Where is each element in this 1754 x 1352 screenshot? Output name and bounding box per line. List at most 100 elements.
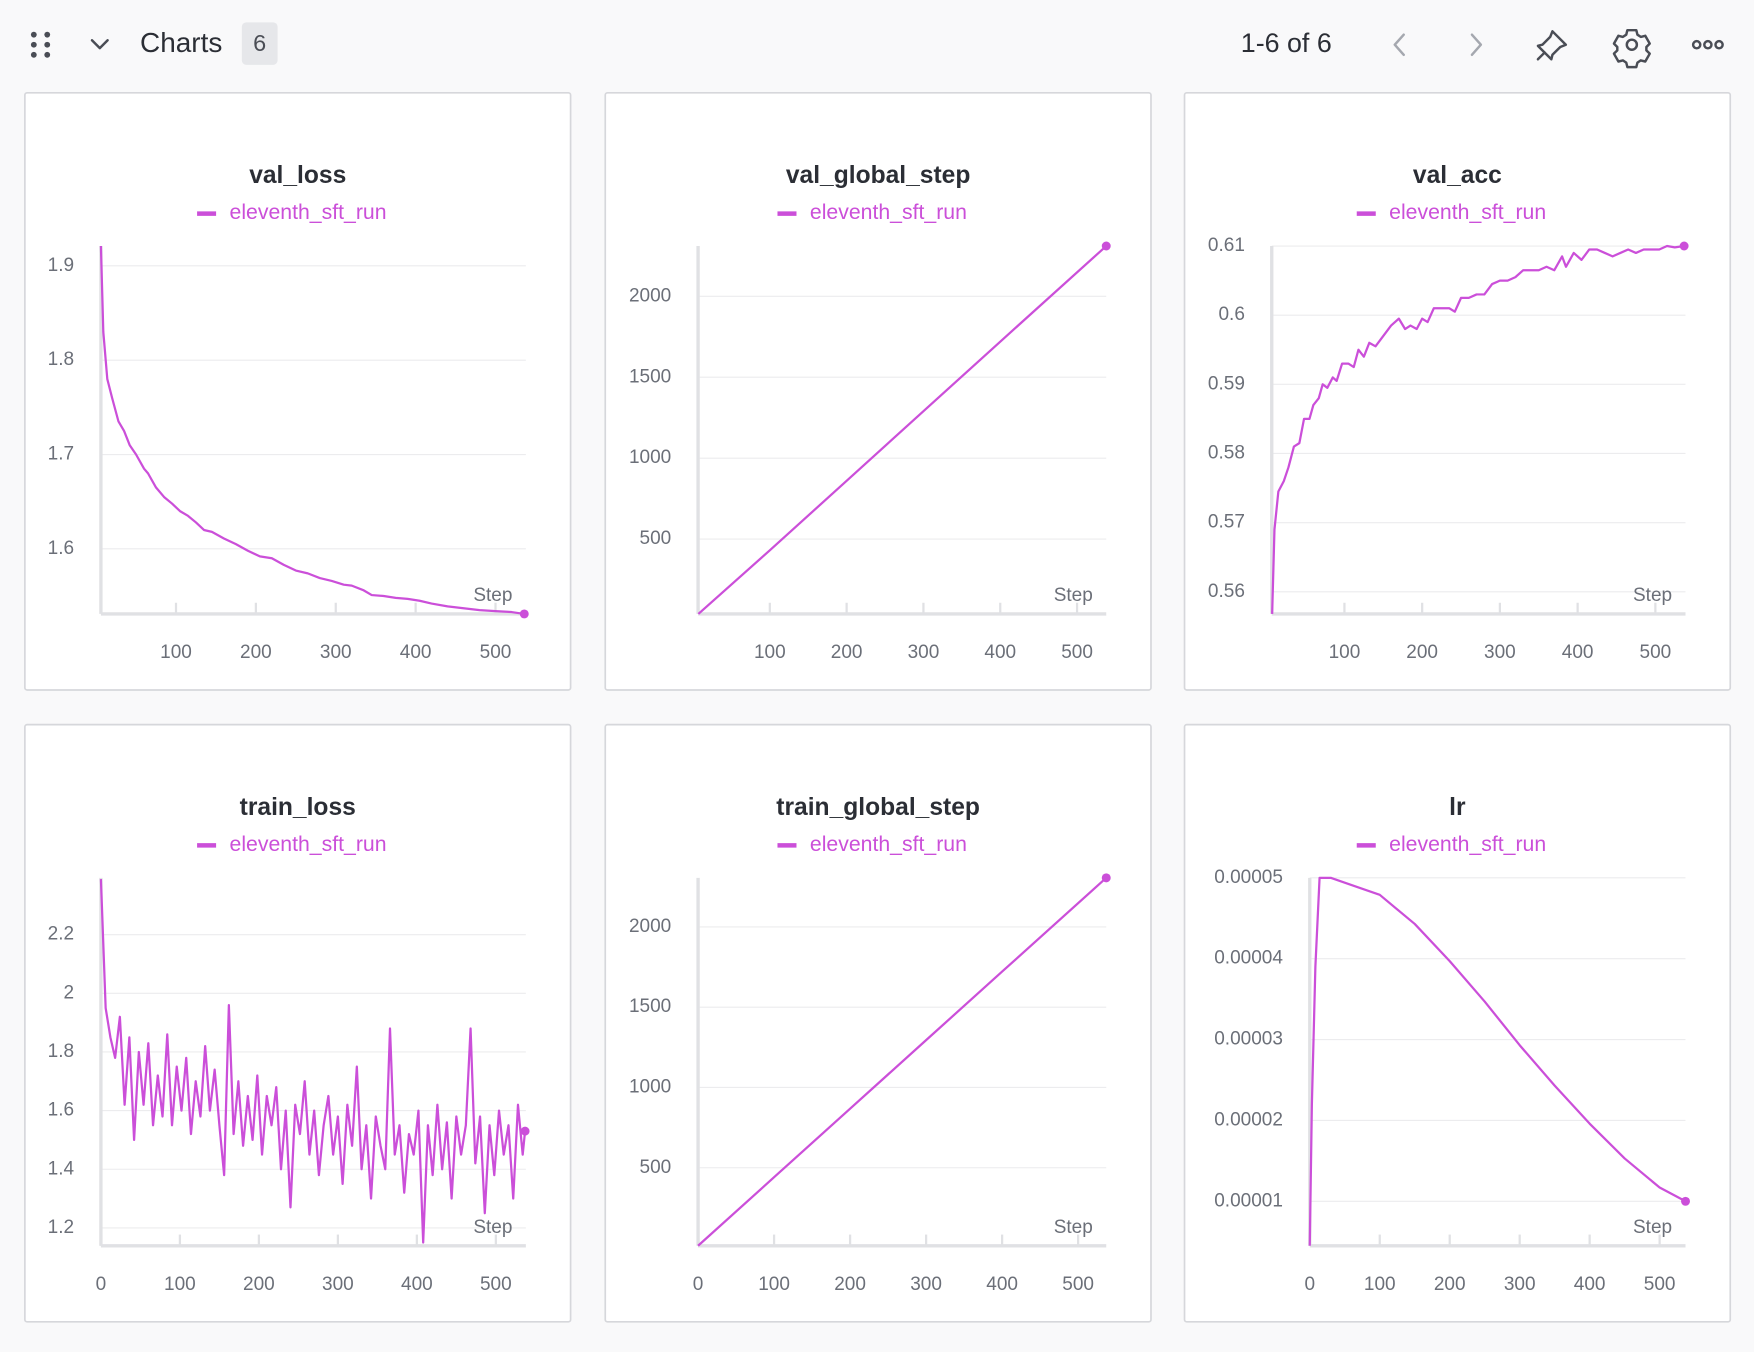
panel-frame <box>1183 723 1732 1323</box>
collapse-chevron[interactable] <box>90 39 109 50</box>
y-tick-label: 0.56 <box>1208 581 1245 602</box>
x-axis-label: Step <box>1633 1217 1672 1238</box>
x-tick-label: 0 <box>693 1274 704 1295</box>
panel-frame <box>604 91 1152 691</box>
x-tick-label: 100 <box>754 642 786 663</box>
y-tick-label: 1.8 <box>48 1041 74 1062</box>
legend-label: eleventh_sft_run <box>230 832 387 856</box>
x-tick-label: 300 <box>908 642 940 663</box>
y-tick-label: 2.2 <box>48 924 74 945</box>
y-tick-label: 1.7 <box>48 444 74 465</box>
legend-label: eleventh_sft_run <box>1389 832 1546 856</box>
x-tick-label: 200 <box>240 642 272 663</box>
series-line <box>1271 244 1685 614</box>
y-tick-label: 2000 <box>629 916 671 937</box>
x-tick-label: 200 <box>1406 642 1438 663</box>
x-tick-label: 100 <box>164 1274 196 1295</box>
legend-label: eleventh_sft_run <box>810 200 967 224</box>
end-point <box>520 1126 530 1136</box>
y-tick-label: 0.00005 <box>1214 867 1283 888</box>
settings-button[interactable] <box>1612 28 1651 69</box>
x-tick-label: 100 <box>160 642 192 663</box>
end-point <box>519 609 529 619</box>
y-tick-label: 1500 <box>629 366 671 387</box>
legend-label: eleventh_sft_run <box>810 832 967 856</box>
y-tick-label: 2 <box>63 982 74 1003</box>
y-tick-label: 0.00003 <box>1214 1029 1283 1050</box>
chart-panel: val_global_step eleventh_sft_run 500 1000 15… <box>604 91 1152 691</box>
y-tick-label: 500 <box>640 528 672 549</box>
chart-title: val_loss <box>249 162 346 189</box>
next-page[interactable] <box>1470 33 1483 57</box>
y-tick-label: 0.61 <box>1208 235 1245 256</box>
x-tick-label: 500 <box>480 642 512 663</box>
panel-frame <box>604 723 1152 1323</box>
x-tick-label: 400 <box>400 642 432 663</box>
y-tick-label: 1.9 <box>48 255 74 276</box>
x-tick-label: 500 <box>1062 1274 1094 1295</box>
x-tick-label: 0 <box>96 1274 107 1295</box>
x-axis-label: Step <box>473 585 512 606</box>
y-tick-label: 0.00002 <box>1214 1109 1283 1130</box>
x-tick-label: 400 <box>1562 642 1594 663</box>
y-tick-label: 1.6 <box>48 538 74 559</box>
panel-frame <box>1183 91 1732 691</box>
x-tick-label: 300 <box>320 642 352 663</box>
end-point <box>1681 1196 1690 1206</box>
x-tick-label: 100 <box>1329 642 1361 663</box>
x-tick-label: 100 <box>1364 1274 1396 1295</box>
x-axis-label: Step <box>473 1217 512 1238</box>
y-tick-label: 1.4 <box>48 1158 75 1179</box>
y-tick-label: 1.2 <box>48 1217 74 1238</box>
x-tick-label: 100 <box>758 1274 790 1295</box>
chart-panel: train_global_step eleventh_sft_run 500 100 0… <box>604 723 1152 1323</box>
y-tick-label: 0.58 <box>1208 443 1245 464</box>
panel-frame <box>24 723 572 1323</box>
pagination: 1-6 of 6 <box>1241 28 1332 58</box>
count: 6 <box>253 30 266 56</box>
x-tick-label: 400 <box>984 642 1016 663</box>
drag-handle[interactable] <box>30 31 51 58</box>
y-tick-label: 1.8 <box>48 349 74 370</box>
count-badge <box>241 22 278 65</box>
series-line <box>99 245 525 616</box>
y-tick-label: 0.00004 <box>1214 948 1283 969</box>
x-tick-label: 500 <box>480 1274 512 1295</box>
chart-panel: lr eleventh_sft_run 0.00001 0.00002 0.00003 0… <box>1183 723 1732 1323</box>
chart-panel: val_acc eleventh_sft_run 0.56 0.57 0.58 0.59 0… <box>1183 91 1732 691</box>
x-tick-label: 200 <box>1434 1274 1466 1295</box>
series-line <box>99 878 527 1244</box>
x-tick-label: 400 <box>401 1274 433 1295</box>
x-tick-label: 500 <box>1061 642 1093 663</box>
panel-frame <box>24 91 572 691</box>
x-tick-label: 300 <box>1504 1274 1536 1295</box>
y-tick-label: 0.59 <box>1208 373 1245 394</box>
y-tick-label: 0.6 <box>1218 304 1244 325</box>
x-tick-label: 0 <box>1304 1274 1315 1295</box>
prev-page[interactable] <box>1393 33 1405 57</box>
x-tick-label: 200 <box>834 1274 866 1295</box>
y-tick-label: 0.00001 <box>1214 1190 1283 1211</box>
x-tick-label: 300 <box>1484 642 1516 663</box>
y-tick-label: 1500 <box>629 996 671 1017</box>
chart-title: train_global_step <box>776 794 980 821</box>
more-button[interactable] <box>1691 39 1724 50</box>
x-tick-label: 400 <box>1574 1274 1606 1295</box>
y-tick-label: 2000 <box>629 285 671 306</box>
pin-button[interactable] <box>1536 30 1568 61</box>
chart-title: val_global_step <box>786 162 971 189</box>
x-tick-label: 500 <box>1644 1274 1676 1295</box>
y-tick-label: 1.6 <box>48 1100 74 1121</box>
end-point <box>1101 241 1111 251</box>
x-axis-label: Step <box>1633 585 1672 606</box>
section-title: Charts <box>140 27 222 58</box>
chart-panel: train_loss eleventh_sft_run 1.2 1.4 1.6 1.8 2 2… <box>24 723 572 1323</box>
y-tick-label: 0.57 <box>1208 512 1245 533</box>
chart-title: lr <box>1449 794 1466 821</box>
x-tick-label: 400 <box>986 1274 1018 1295</box>
legend-label: eleventh_sft_run <box>230 200 387 224</box>
chart-title: train_loss <box>240 794 356 821</box>
x-tick-label: 300 <box>910 1274 942 1295</box>
